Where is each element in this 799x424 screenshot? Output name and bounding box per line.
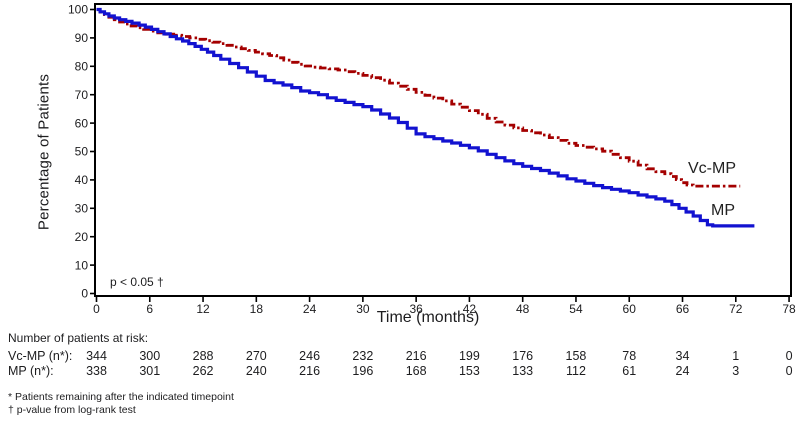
risk-value: 34 <box>675 349 690 363</box>
x-tick-label: 78 <box>782 302 796 316</box>
y-tick-label: 30 <box>75 202 89 216</box>
risk-value: 0 <box>785 364 793 378</box>
risk-value: 1 <box>732 349 740 363</box>
x-tick-label: 36 <box>409 302 423 316</box>
curve-label-mp: MP <box>711 202 735 219</box>
risk-value: 133 <box>512 364 534 378</box>
x-tick-label: 42 <box>463 302 477 316</box>
y-tick-label: 50 <box>75 145 89 159</box>
risk-value: 0 <box>785 349 793 363</box>
x-tick-label: 54 <box>569 302 583 316</box>
y-tick-label: 90 <box>75 31 89 45</box>
risk-value: 338 <box>86 364 107 378</box>
risk-value: 112 <box>565 364 586 378</box>
risk-value: 301 <box>139 364 161 378</box>
risk-value: 196 <box>352 364 374 378</box>
risk-value: 216 <box>405 349 427 363</box>
x-tick-label: 30 <box>356 302 370 316</box>
risk-value: 199 <box>458 349 480 363</box>
risk-row-label-vcmp: Vc-MP (n*): <box>8 349 73 363</box>
risk-value: 78 <box>622 349 637 363</box>
y-tick-label: 70 <box>75 88 89 102</box>
x-tick-label: 6 <box>146 302 153 316</box>
y-axis-title: Percentage of Patients <box>35 73 53 231</box>
plot-frame <box>94 3 792 297</box>
pvalue-annotation: p < 0.05 † <box>110 275 164 289</box>
x-tick-label: 66 <box>676 302 690 316</box>
risk-value: 270 <box>245 349 267 363</box>
x-tick-label: 24 <box>303 302 317 316</box>
x-tick-label: 18 <box>250 302 264 316</box>
risk-value: 344 <box>86 349 107 363</box>
curve-mp <box>96 7 755 228</box>
risk-value: 216 <box>299 364 321 378</box>
risk-row-label-mp: MP (n*): <box>8 364 54 378</box>
x-tick-label: 60 <box>623 302 637 316</box>
risk-value: 232 <box>352 349 374 363</box>
risk-value: 288 <box>192 349 214 363</box>
risk-table-header: Number of patients at risk: <box>8 331 149 345</box>
risk-value: 240 <box>245 364 267 378</box>
risk-value: 158 <box>565 349 587 363</box>
risk-value: 300 <box>139 349 161 363</box>
risk-value: 168 <box>405 364 427 378</box>
y-tick-label: 10 <box>75 258 89 272</box>
x-tick-label: 48 <box>516 302 530 316</box>
x-tick-label: 0 <box>93 302 100 316</box>
risk-value: 262 <box>192 364 214 378</box>
x-tick-label: 12 <box>196 302 210 316</box>
y-tick-label: 60 <box>75 116 89 130</box>
x-tick-label: 72 <box>729 302 743 316</box>
y-tick-label: 20 <box>75 230 89 244</box>
y-tick-label: 100 <box>68 3 88 17</box>
y-tick-label: 40 <box>75 173 89 187</box>
curve-vcmp <box>96 8 741 188</box>
risk-value: 61 <box>622 364 637 378</box>
risk-value: 153 <box>458 364 480 378</box>
curve-label-vcmp: Vc-MP <box>688 160 736 177</box>
risk-value: 24 <box>675 364 690 378</box>
x-axis-title: Time (months) <box>376 309 480 326</box>
risk-value: 246 <box>299 349 321 363</box>
risk-value: 176 <box>512 349 534 363</box>
footnote-asterisk: * Patients remaining after the indicated… <box>8 391 234 403</box>
y-tick-label: 0 <box>81 287 88 301</box>
footnote-dagger: † p-value from log-rank test <box>8 404 136 416</box>
y-tick-label: 80 <box>75 60 89 74</box>
risk-value: 3 <box>732 364 740 378</box>
